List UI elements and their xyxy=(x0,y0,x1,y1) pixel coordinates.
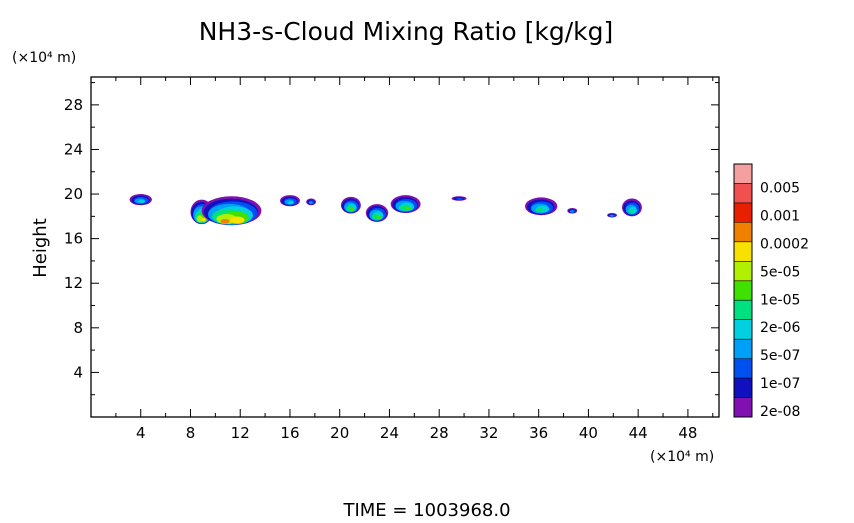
plot-frame xyxy=(90,76,720,418)
x-axis-ticks: 4 8 12 16 20 24 28 32 36 40 44 48 xyxy=(115,77,714,442)
cloud-region xyxy=(525,197,558,216)
cloud-level-6 xyxy=(628,208,634,214)
colorbar-swatch xyxy=(734,358,752,379)
cloud-region xyxy=(129,194,152,206)
cloud-region xyxy=(201,196,262,226)
colorbar-label: 0.0002 xyxy=(760,236,809,252)
colorbar-label: 2e-06 xyxy=(760,320,800,336)
cloud-field xyxy=(129,194,642,226)
x-tick-label: 28 xyxy=(430,424,449,442)
y-tick-label: 24 xyxy=(64,140,83,158)
cloud-region xyxy=(390,195,421,213)
cloud-region xyxy=(280,195,300,207)
cloud-region xyxy=(451,196,467,201)
x-tick-label: 12 xyxy=(231,424,250,442)
cloud-level-4 xyxy=(609,214,614,217)
colorbar-swatch xyxy=(734,378,752,398)
colorbar-swatch xyxy=(734,300,752,320)
cloud-level-3 xyxy=(456,197,463,200)
colorbar-label: 2e-08 xyxy=(760,404,800,420)
cloud-region xyxy=(622,198,642,217)
colorbar-swatch xyxy=(734,319,752,340)
colorbar-swatch xyxy=(734,241,752,262)
colorbar-label: 5e-07 xyxy=(760,348,800,364)
cloud-region xyxy=(567,207,578,214)
y-tick-label: 28 xyxy=(64,96,83,114)
colorbar-swatch xyxy=(734,164,752,184)
y-tick-label: 16 xyxy=(64,230,83,248)
colorbar-label: 5e-05 xyxy=(760,264,800,280)
y-axis-unit: (×10⁴ m) xyxy=(12,50,76,66)
y-axis-label: Height xyxy=(30,218,51,278)
colorbar-swatch xyxy=(734,222,752,243)
cloud-level-4 xyxy=(570,210,574,213)
colorbar-swatch xyxy=(734,339,752,359)
colorbar-swatch xyxy=(734,280,752,301)
colorbar-label: 0.005 xyxy=(760,180,800,196)
y-tick-label: 4 xyxy=(73,363,83,381)
cloud-level-7 xyxy=(376,215,381,220)
y-tick-label: 20 xyxy=(64,185,83,203)
cloud-region xyxy=(306,198,317,206)
colorbar-swatch xyxy=(734,261,752,282)
y-axis-ticks: 4 8 12 16 20 24 28 xyxy=(64,82,719,396)
x-tick-label: 48 xyxy=(678,424,697,442)
cloud-level-4 xyxy=(309,201,313,204)
x-tick-label: 20 xyxy=(330,424,349,442)
x-tick-label: 16 xyxy=(280,424,299,442)
x-tick-label: 40 xyxy=(579,424,598,442)
cloud-level-8 xyxy=(196,215,203,223)
time-label: TIME = 1003968.0 xyxy=(342,500,510,519)
cloud-level-5 xyxy=(288,200,294,205)
x-tick-label: 4 xyxy=(136,424,146,442)
cloud-region xyxy=(365,204,389,222)
colorbar-legend: 0.005 0.001 0.0002 5e-05 1e-05 2e-06 5e-07 1e-0… xyxy=(733,163,809,420)
colorbar-label: 0.001 xyxy=(760,208,800,224)
cloud-level-9 xyxy=(229,216,245,224)
y-tick-label: 8 xyxy=(73,319,83,337)
x-axis-unit: (×10⁴ m) xyxy=(650,449,714,465)
y-tick-label: 12 xyxy=(64,274,83,292)
x-tick-label: 8 xyxy=(186,424,196,442)
cloud-level-7 xyxy=(350,207,355,211)
cloud-level-6 xyxy=(535,207,544,213)
colorbar-swatch xyxy=(734,183,752,204)
cloud-level-9 xyxy=(201,217,206,222)
chart-title: NH3-s-Cloud Mixing Ratio [kg/kg] xyxy=(199,17,614,46)
colorbar-label: 1e-07 xyxy=(760,376,800,392)
cloud-region xyxy=(607,213,618,218)
cloud-region xyxy=(340,196,361,214)
x-tick-label: 44 xyxy=(629,424,648,442)
colorbar-swatch xyxy=(734,397,752,418)
colorbar-swatch xyxy=(734,202,752,223)
colorbar-frame xyxy=(733,163,753,418)
x-tick-label: 36 xyxy=(529,424,548,442)
cloud-level-7 xyxy=(404,206,411,211)
x-tick-label: 24 xyxy=(380,424,399,442)
cloud-level-10 xyxy=(220,219,230,224)
x-tick-label: 32 xyxy=(479,424,498,442)
cloud-level-5 xyxy=(138,199,146,203)
colorbar-label: 1e-05 xyxy=(760,292,800,308)
